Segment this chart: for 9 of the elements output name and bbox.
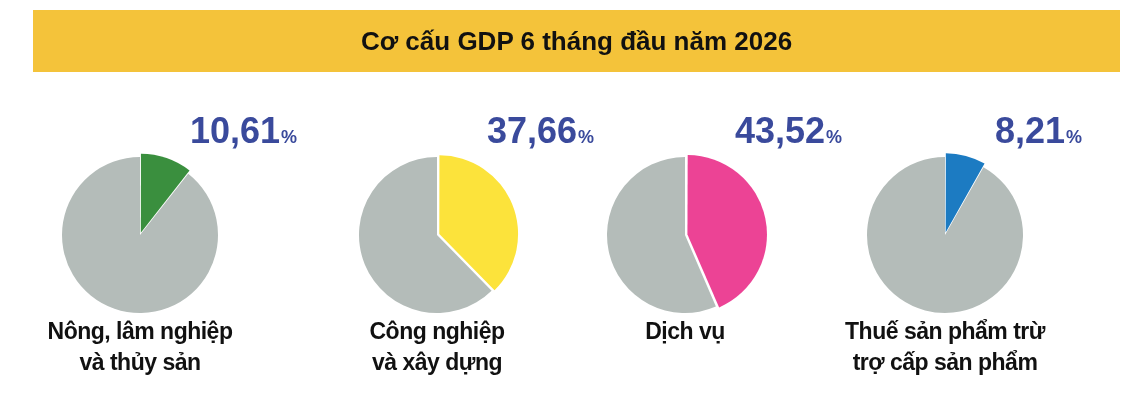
text: Công nghiệp và xây dựng	[368, 317, 506, 377]
data-label: 37,66%	[487, 110, 595, 151]
data-label: 10,61%	[190, 110, 298, 151]
data-label: 8,21%	[995, 110, 1083, 151]
text: Thuế sản phẩm trừ trợ cấp sản phẩm	[844, 317, 1047, 377]
text: Cơ cấu GDP 6 tháng đầu năm 2026	[33, 10, 1120, 72]
data-label: 43,52%	[735, 110, 843, 151]
text: Nông, lâm nghiệp và thủy sản	[46, 317, 234, 377]
text: Dịch vụ	[644, 317, 726, 346]
